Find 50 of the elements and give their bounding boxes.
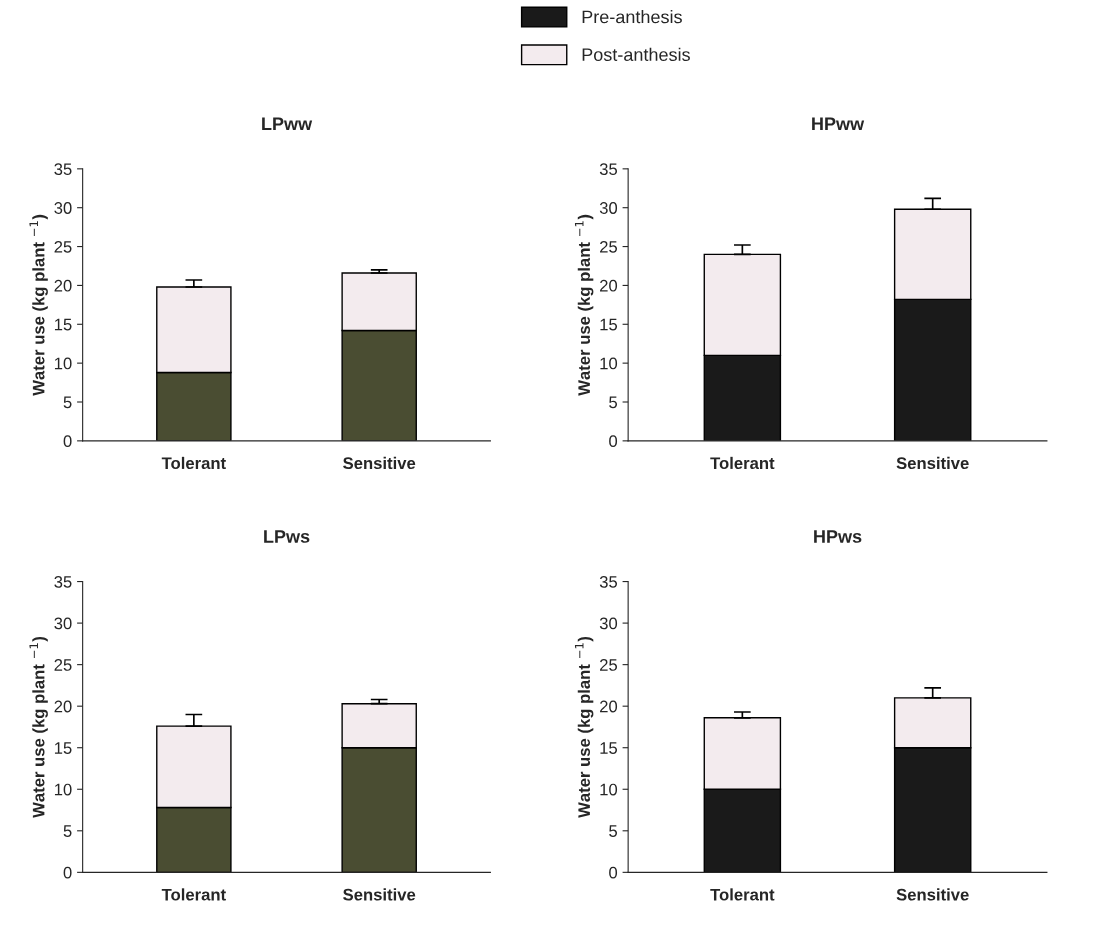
y-tick-label: 20 [54,279,72,292]
y-tick-label: 10 [600,783,618,796]
x-tick-label: Tolerant [710,888,775,901]
x-tick-label: Sensitive [896,888,969,901]
y-axis-title: Water use (kg plant $^{−1}$) [29,214,48,396]
legend-label: Pre-anthesis [582,10,682,24]
x-tick-label: Tolerant [161,456,226,470]
y-tick-label: 20 [600,700,618,713]
x-tick-label: Sensitive [343,456,416,470]
y-tick-label: 5 [609,825,618,837]
y-tick-label: 25 [54,659,72,671]
x-tick-label: Tolerant [161,888,226,901]
y-tick-label: 5 [63,825,72,837]
y-axis-title: Water use (kg plant $^{−1}$) [574,214,594,396]
y-tick-label: 20 [600,279,618,292]
y-tick-label: 15 [54,742,72,754]
y-axis-title: Water use (kg plant $^{−1}$) [574,636,594,818]
y-tick-label: 35 [54,575,72,588]
y-tick-label: 5 [63,396,72,409]
y-tick-label: 15 [54,318,72,331]
chart-title: HPws [814,530,862,543]
y-tick-label: 35 [54,163,72,176]
y-tick-label: 10 [54,783,72,796]
y-tick-label: 35 [599,575,618,588]
chart-title: HPww [812,117,865,130]
y-tick-label: 25 [600,659,618,671]
y-tick-label: 0 [63,435,72,448]
y-tick-label: 35 [599,163,618,176]
y-tick-label: 30 [54,617,72,630]
y-tick-label: 15 [600,318,618,331]
x-tick-label: Sensitive [896,456,969,470]
y-tick-label: 0 [609,866,618,879]
y-tick-label: 0 [609,435,618,448]
y-tick-label: 30 [54,202,72,214]
y-tick-label: 0 [63,866,72,879]
y-tick-label: 10 [600,357,618,370]
chart-title: LPws [264,530,310,543]
chart-title: LPww [262,117,313,130]
y-tick-label: 25 [600,240,618,253]
x-tick-label: Tolerant [710,456,775,470]
x-tick-label: Sensitive [343,888,416,901]
y-axis-title: Water use (kg plant $^{−1}$) [29,636,48,818]
y-tick-label: 20 [54,700,72,713]
y-tick-label: 30 [599,202,618,214]
y-tick-label: 10 [54,357,72,370]
y-tick-label: 25 [54,240,72,253]
legend-label: Post-anthesis [582,47,690,62]
y-tick-label: 5 [609,396,618,409]
y-tick-label: 30 [599,617,618,630]
y-tick-label: 15 [600,742,618,754]
